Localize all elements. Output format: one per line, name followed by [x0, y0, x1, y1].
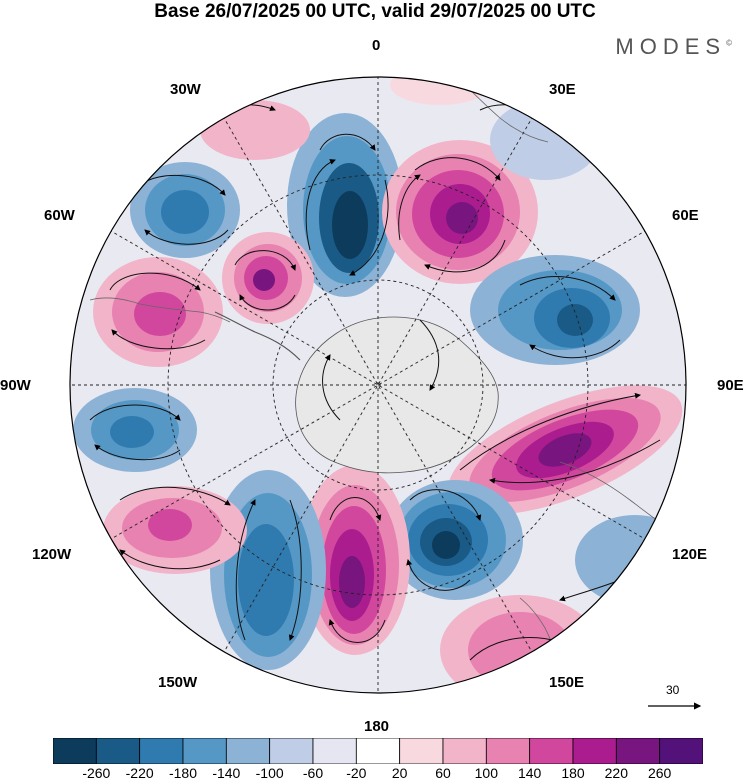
streamline	[424, 239, 506, 273]
colorbar-tick-label: 20	[391, 765, 408, 781]
chart-title: Base 26/07/2025 00 UTC, valid 29/07/2025…	[154, 1, 596, 22]
streamline	[119, 549, 221, 570]
lon-label-60e: 60E	[672, 207, 699, 224]
anomaly-neg-45w	[130, 162, 240, 258]
lon-label-30e: 30E	[549, 81, 576, 98]
colorbar-swatch	[269, 738, 314, 764]
colorbar-tick-label: 260	[647, 765, 672, 781]
antarctic-peninsula	[214, 311, 301, 361]
streamline	[349, 179, 389, 276]
brand-name: MODES	[615, 34, 727, 59]
streamline	[414, 157, 501, 181]
colorbar-swatch	[312, 738, 357, 764]
colorbar-tick-label: -100	[255, 765, 284, 781]
streamline	[109, 272, 201, 291]
colorbar-tick-label: -180	[168, 765, 198, 781]
streamline	[119, 486, 231, 506]
anomaly-neg-0-30w	[287, 113, 403, 297]
colorbar-swatch	[399, 738, 444, 764]
colorbar-swatch	[355, 738, 401, 764]
anomaly-neg-30e-weak	[490, 100, 600, 180]
lon-label-90e: 90E	[717, 377, 744, 394]
colorbar-tick-label: 140	[517, 765, 542, 781]
colorbar-swatch	[529, 738, 574, 764]
anomaly-pos-10e-weak	[390, 77, 490, 105]
anomaly-pos-30w-weak	[200, 100, 310, 160]
polar-map	[69, 76, 702, 710]
colorbar-tick-label: 60	[435, 765, 451, 781]
lon-label-120e: 120E	[672, 546, 708, 563]
map-disk	[70, 77, 686, 693]
streamline	[111, 329, 206, 350]
colorbar-tick-label: 100	[474, 765, 499, 781]
lon-label-120w: 120W	[32, 546, 72, 563]
lon-label-0: 0	[372, 37, 381, 54]
colorbar-swatch	[95, 738, 141, 764]
lon-label-150e: 150E	[549, 674, 585, 691]
colorbar	[53, 738, 703, 764]
colorbar-swatch	[659, 738, 703, 764]
colorbar-swatch	[225, 738, 271, 764]
colorbar-tick-label: 180	[561, 765, 585, 781]
reference-vector-label: 30	[666, 683, 680, 697]
streamline	[328, 619, 386, 643]
streamline	[329, 497, 382, 521]
lon-label-180: 180	[364, 718, 390, 735]
streamline	[305, 159, 336, 251]
colorbar-tick-label: -20	[346, 765, 367, 781]
streamline	[94, 444, 181, 461]
streamline	[406, 559, 471, 591]
colorbar-tick-label: -260	[82, 765, 111, 781]
streamline	[519, 276, 616, 301]
lon-label-60w: 60W	[44, 207, 75, 224]
lon-label-30w: 30W	[170, 81, 201, 98]
brand-mark: ©	[726, 38, 732, 48]
colorbar-swatch	[615, 738, 661, 764]
lat-lon-grid	[70, 77, 686, 693]
streamline	[239, 294, 296, 311]
streamline	[529, 339, 621, 359]
streamline	[234, 250, 296, 271]
map-boundary	[69, 76, 687, 694]
streamline	[419, 319, 440, 391]
colorbar-swatch	[182, 738, 227, 764]
streamline	[319, 133, 376, 151]
colorbar-tick-label: -140	[212, 765, 241, 781]
anomaly-pos-180	[300, 465, 410, 655]
lon-label-150w: 150W	[158, 674, 198, 691]
streamline	[459, 392, 641, 471]
lon-label-90w: 90W	[0, 377, 31, 394]
streamline	[398, 174, 421, 241]
streamline	[288, 499, 302, 641]
south-america-coast	[89, 297, 231, 323]
antarctica-landmass	[295, 316, 499, 474]
streamline	[489, 439, 661, 484]
anomaly-neg-60e	[470, 255, 640, 365]
anomaly-pos-120w	[103, 486, 247, 574]
colorbar-swatch	[485, 738, 531, 764]
colorbar-swatch	[572, 738, 617, 764]
streamline	[89, 404, 181, 421]
colorbar-tick-label: 220	[604, 765, 629, 781]
streamline	[144, 229, 229, 245]
colorbar-tick-label: -60	[302, 765, 324, 781]
colorbar-swatch	[53, 738, 97, 764]
streamline	[409, 489, 482, 521]
streamline	[235, 499, 256, 641]
colorbar-swatch	[442, 738, 487, 764]
colorbar-swatch	[139, 738, 184, 764]
colorbar-tick-label: -220	[125, 765, 154, 781]
streamline	[322, 354, 341, 421]
brand-logo: MODES©	[615, 34, 732, 60]
